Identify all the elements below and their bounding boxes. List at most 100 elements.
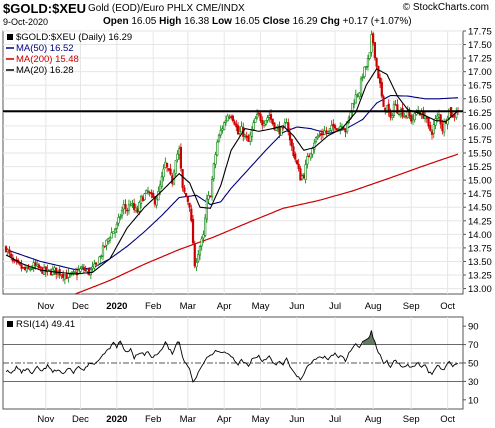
candle-body — [103, 245, 106, 248]
price-y-tick-label: 14.00 — [468, 230, 492, 241]
price-x-tick-label: Mar — [180, 301, 196, 312]
candle-body — [295, 160, 299, 165]
candle-body — [359, 78, 363, 95]
candle-body — [188, 202, 191, 208]
rsi-overbought-area — [165, 341, 169, 345]
candle-body — [380, 82, 383, 97]
price-y-tick-label: 17.75 — [468, 27, 492, 38]
candle-body — [136, 208, 139, 213]
candle-body — [257, 112, 260, 115]
candle-body — [34, 262, 37, 267]
candle-body — [245, 135, 248, 138]
candle-body — [287, 122, 290, 133]
rsi-y-ticks: 10 30 50 70 90 — [463, 322, 479, 406]
candle-body — [323, 130, 326, 135]
candle-body — [377, 65, 380, 79]
candle-body — [25, 267, 28, 272]
candle-body — [185, 192, 188, 197]
price-y-tick-label: 17.50 — [468, 40, 492, 51]
price-x-tick-label: Aug — [365, 301, 382, 312]
open-value: 16.05 — [131, 16, 157, 27]
candle-body — [110, 232, 113, 239]
rsi-y-tick-label: 90 — [468, 322, 479, 333]
candle-body — [181, 169, 184, 188]
price-x-tick-label: May — [252, 301, 270, 312]
candle-body — [27, 266, 30, 269]
price-y-tick-label: 16.75 — [468, 81, 492, 92]
candle-body — [410, 115, 413, 122]
rsi-x-tick-label: Sep — [403, 414, 420, 425]
candle-body — [202, 234, 205, 239]
rsi-x-tick-label: 2020 — [106, 414, 127, 425]
candle-body — [320, 133, 323, 136]
candle-body — [174, 160, 177, 174]
candle-body — [209, 195, 212, 198]
rsi-x-tick-label: Jun — [289, 414, 304, 425]
candle-body — [134, 207, 137, 211]
price-x-tick-label: Nov — [37, 301, 54, 312]
low-value: 16.05 — [234, 16, 260, 27]
candle-body — [285, 122, 288, 124]
ma200-line — [75, 153, 459, 295]
candle-body — [306, 156, 309, 165]
candle-body — [198, 246, 202, 256]
candle-body — [115, 223, 118, 229]
candle-body — [200, 238, 203, 247]
candle-body — [23, 266, 27, 270]
price-y-tick-label: 14.25 — [468, 216, 492, 227]
candle-body — [261, 120, 264, 126]
candle-body — [100, 255, 103, 257]
rsi-legend-swatch — [7, 321, 13, 327]
rsi-y-tick-label: 10 — [468, 395, 479, 406]
candle-body — [20, 264, 23, 269]
candle-body — [120, 209, 124, 217]
price-y-tick-label: 17.25 — [468, 54, 492, 65]
candle-body — [363, 66, 366, 77]
candle-body — [193, 243, 196, 267]
candle-body — [266, 117, 269, 121]
price-y-tick-label: 16.50 — [468, 94, 492, 105]
candle-body — [328, 128, 331, 132]
candle-body — [288, 132, 292, 141]
candle-body — [60, 274, 63, 277]
candle-body — [204, 217, 207, 236]
candle-body — [141, 197, 144, 202]
candle-body — [396, 104, 399, 114]
candle-body — [8, 249, 11, 254]
candle-body — [252, 122, 255, 130]
close-value: 16.29 — [292, 16, 318, 27]
candle-body — [335, 128, 338, 131]
candle-body — [4, 246, 8, 253]
candle-body — [183, 187, 186, 193]
candle-body — [443, 121, 446, 133]
candle-body — [169, 168, 172, 175]
candle-body — [65, 274, 68, 279]
candle-body — [249, 134, 252, 142]
price-x-ticks: Nov Dec 2020 Feb Mar Apr May Jun Jul Aug Sep Oct — [37, 301, 455, 312]
candle-body — [401, 108, 404, 117]
candle-body — [292, 146, 295, 156]
candle-body — [429, 124, 432, 131]
price-y-tick-label: 13.50 — [468, 257, 492, 268]
candle-body — [159, 184, 162, 192]
candle-body — [119, 216, 122, 218]
candle-body — [404, 115, 408, 117]
candle-body — [176, 153, 179, 161]
candle-body — [86, 269, 89, 272]
rsi-y-tick-label: 30 — [468, 377, 479, 388]
rsi-x-tick-label: Feb — [145, 414, 161, 425]
candle-body — [190, 208, 193, 222]
rsi-legend-label: RSI(14) 49.41 — [16, 319, 75, 330]
candle-body — [37, 264, 41, 269]
candle-body — [179, 146, 183, 169]
candle-body — [68, 273, 72, 276]
candle-body — [333, 125, 337, 129]
candle-body — [366, 58, 370, 67]
rsi-x-tick-label: Nov — [37, 414, 54, 425]
rsi-x-tick-label: Jul — [329, 414, 341, 425]
candle-body — [148, 192, 151, 194]
candle-body — [146, 190, 150, 193]
candle-body — [394, 104, 397, 106]
price-y-tick-label: 16.25 — [468, 108, 492, 119]
chart-header: $GOLD:$XEU Gold (EOD)/Euro PHLX CME/INDX… — [0, 0, 495, 32]
